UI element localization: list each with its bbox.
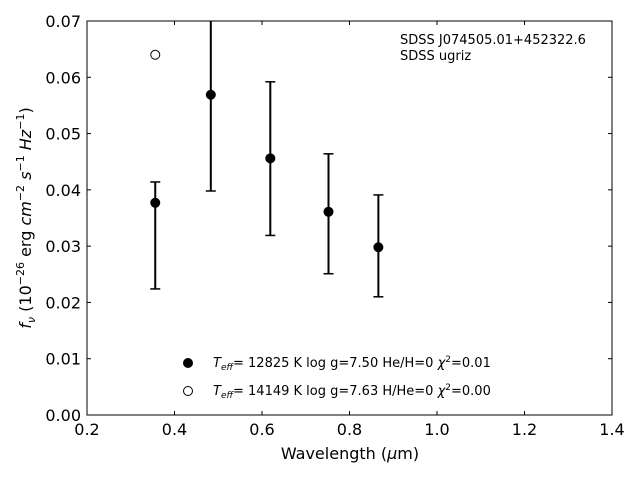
y-axis-label: fν (10−26 erg cm−2 s−1 Hz−1) [14, 107, 38, 328]
legend-entry-1: Teff= 12825 K log g=7.50 He/H=0 χ2=0.01 [213, 355, 491, 373]
data-point-filled [323, 206, 334, 217]
data-point-filled [373, 242, 384, 253]
annotation-line-2: SDSS ugriz [400, 49, 471, 64]
x-tick-label: 1.0 [424, 420, 449, 439]
legend-entry-2: Teff= 14149 K log g=7.63 H/He=0 χ2=0.00 [213, 383, 491, 401]
x-tick-label: 0.2 [74, 420, 99, 439]
data-point-filled [150, 197, 161, 208]
y-tick-label: 0.04 [45, 181, 81, 200]
legend: Teff= 12825 K log g=7.50 He/H=0 χ2=0.01 … [183, 355, 491, 401]
y-tick-label: 0.01 [45, 350, 81, 369]
y-tick-label: 0.02 [45, 293, 81, 312]
y-tick-label: 0.06 [45, 68, 81, 87]
x-axis: 0.2 0.4 0.6 0.8 1.0 1.2 1.4 [74, 21, 625, 439]
data-point-filled [265, 153, 276, 164]
y-tick-label: 0.07 [45, 12, 81, 31]
y-tick-label: 0.00 [45, 406, 81, 425]
data-point-filled [205, 89, 216, 100]
x-axis-label: Wavelength (μm) [281, 444, 419, 463]
annotation-line-1: SDSS J074505.01+452322.6 [400, 33, 586, 48]
plot-area [86, 20, 613, 416]
x-tick-label: 0.8 [337, 420, 362, 439]
x-tick-label: 0.4 [162, 420, 187, 439]
legend-marker-filled [183, 358, 193, 368]
data-marks [150, 21, 384, 298]
y-axis: 0.00 0.01 0.02 0.03 0.04 0.05 0.06 0.07 [45, 12, 612, 425]
legend-marker-open [183, 386, 193, 396]
x-tick-label: 0.6 [249, 420, 274, 439]
x-tick-label: 1.2 [512, 420, 537, 439]
data-point-open [150, 49, 161, 60]
y-tick-label: 0.03 [45, 237, 81, 256]
x-tick-label: 1.4 [599, 420, 624, 439]
y-tick-label: 0.05 [45, 125, 81, 144]
